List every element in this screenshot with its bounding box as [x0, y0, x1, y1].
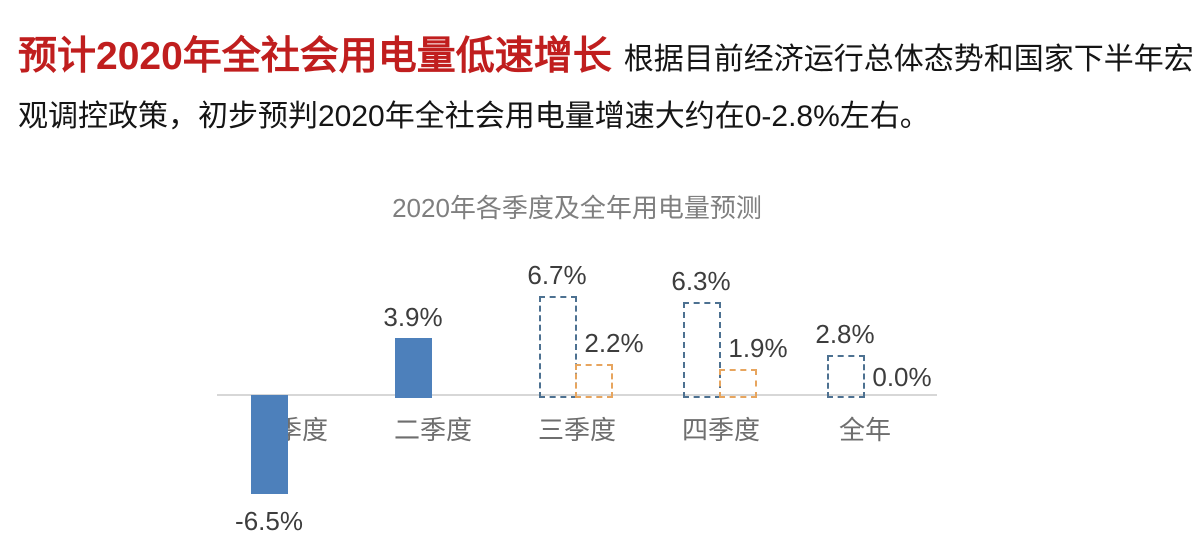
category-label: 二季度: [393, 415, 472, 445]
report-header: 预计2020年全社会用电量低速增长 根据目前经济运行总体态势和国家下半年宏 观调控…: [18, 28, 1193, 145]
category-group-5: 全年 2.8% 0.0%: [793, 240, 937, 553]
value-label-blue: 2.8%: [815, 319, 875, 350]
bar-blue-dashed: [539, 295, 577, 398]
bar-blue-solid: [251, 395, 288, 495]
value-label-orange: 2.2%: [584, 328, 644, 359]
bar-blue-dashed: [827, 355, 865, 398]
header-body-line1: 根据目前经济运行总体态势和国家下半年宏: [623, 43, 1193, 76]
header-body-line2: 观调控政策，初步预判2020年全社会用电量增速大约在0-2.8%左右。: [18, 100, 930, 133]
bar-blue-solid: [395, 338, 432, 398]
category-label: 四季度: [681, 415, 760, 445]
category-group-4: 四季度 6.3% 1.9%: [649, 240, 793, 553]
value-label-blue: 6.3%: [671, 265, 731, 296]
bar-orange-dashed: [575, 364, 613, 398]
value-label-blue: -6.5%: [235, 506, 303, 537]
x-axis-line: [217, 394, 937, 396]
bar-orange-dashed: [719, 368, 757, 398]
category-label: 一季度: [249, 415, 328, 445]
value-label-blue: 3.9%: [383, 302, 443, 333]
category-label: 全年: [838, 415, 891, 445]
value-label-orange: 0.0%: [872, 362, 932, 392]
category-group-1: 一季度 -6.5%: [217, 240, 361, 553]
chart-title: 2020年各季度及全年用电量预测: [392, 193, 762, 223]
category-group-2: 二季度 3.9%: [361, 240, 505, 553]
bar-chart-plot: 一季度 -6.5% 二季度 3.9% 三季度 6.7% 2.2% 四季度 6.3% 1.9% 全年 2…: [217, 240, 937, 553]
value-label-blue: 6.7%: [527, 259, 587, 290]
headline-text: 预计2020年全社会用电量低速增长: [18, 35, 612, 78]
category-group-3: 三季度 6.7% 2.2%: [505, 240, 649, 553]
bar-blue-dashed: [683, 301, 721, 398]
category-label: 三季度: [537, 415, 616, 445]
value-label-orange: 1.9%: [728, 332, 788, 363]
